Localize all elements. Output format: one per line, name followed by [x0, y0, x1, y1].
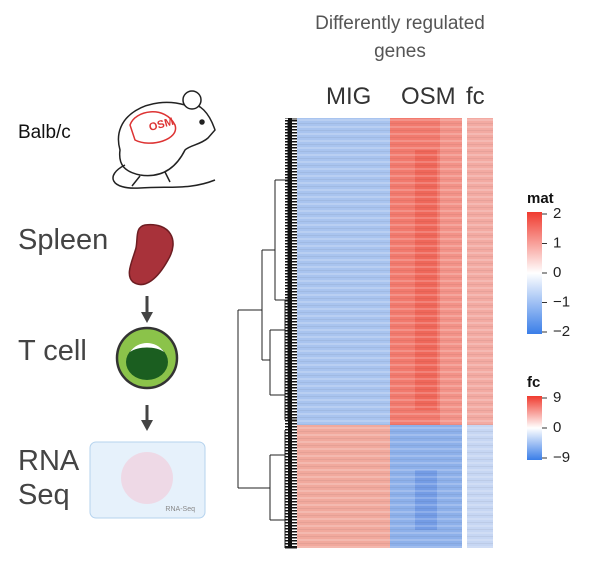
- column-label: fc: [466, 83, 485, 110]
- legend-tick-label: 1: [553, 234, 561, 251]
- t-cell-nucleus: [126, 344, 168, 380]
- legend-title: fc: [527, 374, 540, 391]
- legend-tick-label: 0: [553, 419, 561, 436]
- legend-tick-label: −9: [553, 449, 570, 466]
- dendrogram-leaves: [285, 118, 297, 548]
- step-label: RNA Seq: [18, 445, 78, 511]
- arrow: [141, 296, 153, 431]
- legend-tick-label: 2: [553, 205, 561, 222]
- legend-colorbar: [527, 212, 542, 334]
- rna-icon-glow: [121, 452, 173, 504]
- column-label: MIG: [326, 83, 372, 110]
- mouse-icon: [112, 90, 216, 189]
- step-label: Spleen: [18, 224, 109, 256]
- step-label: T cell: [18, 335, 87, 367]
- rna-icon-label: RNA-Seq: [165, 506, 195, 513]
- heatmap-title: Differently regulated genes: [315, 13, 485, 62]
- heatmap: [297, 118, 493, 548]
- legend-tick-label: −1: [553, 293, 570, 310]
- legend-colorbar: [527, 396, 542, 460]
- spleen-icon: [128, 224, 174, 286]
- t-cell-highlight: [130, 343, 164, 352]
- step-label: Balb/c: [18, 122, 71, 143]
- legend-tick-label: 9: [553, 389, 561, 406]
- column-label: OSM: [401, 83, 456, 110]
- legend-tick-label: −2: [553, 323, 570, 340]
- legend-tick-label: 0: [553, 264, 561, 281]
- legend-title: mat: [527, 190, 554, 207]
